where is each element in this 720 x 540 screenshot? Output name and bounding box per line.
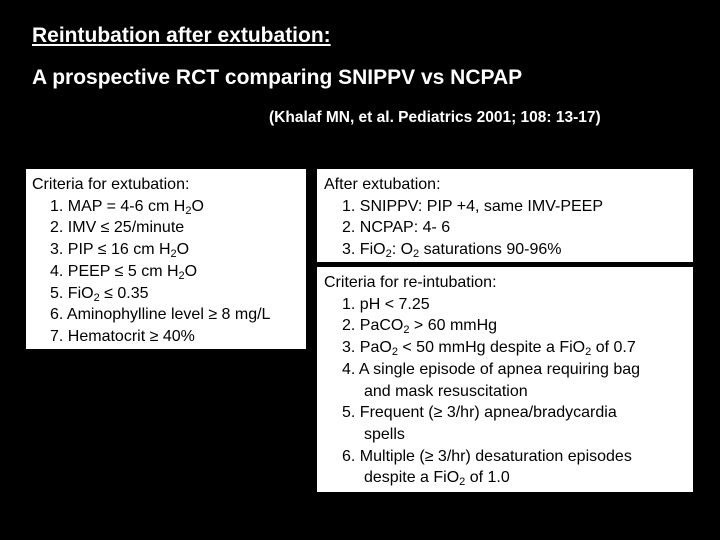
list-item: 1. SNIPPV: PIP +4, same IMV-PEEP: [342, 197, 603, 215]
list-item-continued: despite a FiO2 of 1.0: [364, 469, 510, 489]
reintubation-criteria-box: Criteria for re-intubation: 1. pH < 7.25…: [317, 267, 693, 492]
list-item: 4. A single episode of apnea requiring b…: [342, 360, 641, 378]
list-item: 4. PEEP ≤ 5 cm H2O: [50, 262, 198, 282]
list-item: 1. MAP = 4-6 cm H2O: [50, 197, 204, 217]
slide-title: Reintubation after extubation:: [32, 24, 331, 47]
list-item: 5. Frequent (≥ 3/hr) apnea/bradycardia: [342, 404, 617, 422]
extubation-criteria-box: Criteria for extubation: 1. MAP = 4-6 cm…: [26, 169, 306, 349]
list-item: 6. Aminophylline level ≥ 8 mg/L: [50, 306, 271, 324]
extubation-criteria-heading: Criteria for extubation:: [32, 176, 190, 193]
list-item: 5. FiO2 ≤ 0.35: [50, 284, 149, 304]
after-extubation-box: After extubation: 1. SNIPPV: PIP +4, sam…: [317, 169, 693, 262]
list-item: 6. Multiple (≥ 3/hr) desaturation episod…: [342, 447, 632, 465]
list-item: 3. FiO2: O2 saturations 90-96%: [342, 241, 562, 261]
list-item: 2. PaCO2 > 60 mmHg: [342, 317, 498, 337]
list-item: 3. PaO2 < 50 mmHg despite a FiO2 of 0.7: [342, 339, 636, 359]
list-item-continued: and mask resuscitation: [364, 382, 528, 400]
list-item: 7. Hematocrit ≥ 40%: [50, 327, 195, 345]
list-item: 3. PIP ≤ 16 cm H2O: [50, 241, 190, 261]
slide-subtitle: A prospective RCT comparing SNIPPV vs NC…: [32, 66, 523, 89]
list-item: 2. NCPAP: 4- 6: [342, 219, 451, 237]
list-item: 1. pH < 7.25: [342, 295, 430, 313]
after-extubation-heading: After extubation:: [324, 176, 441, 193]
citation: (Khalaf MN, et al. Pediatrics 2001; 108:…: [269, 109, 601, 126]
list-item-continued: spells: [364, 425, 405, 443]
list-item: 2. IMV ≤ 25/minute: [50, 219, 185, 237]
reintubation-criteria-heading: Criteria for re-intubation:: [324, 274, 497, 291]
